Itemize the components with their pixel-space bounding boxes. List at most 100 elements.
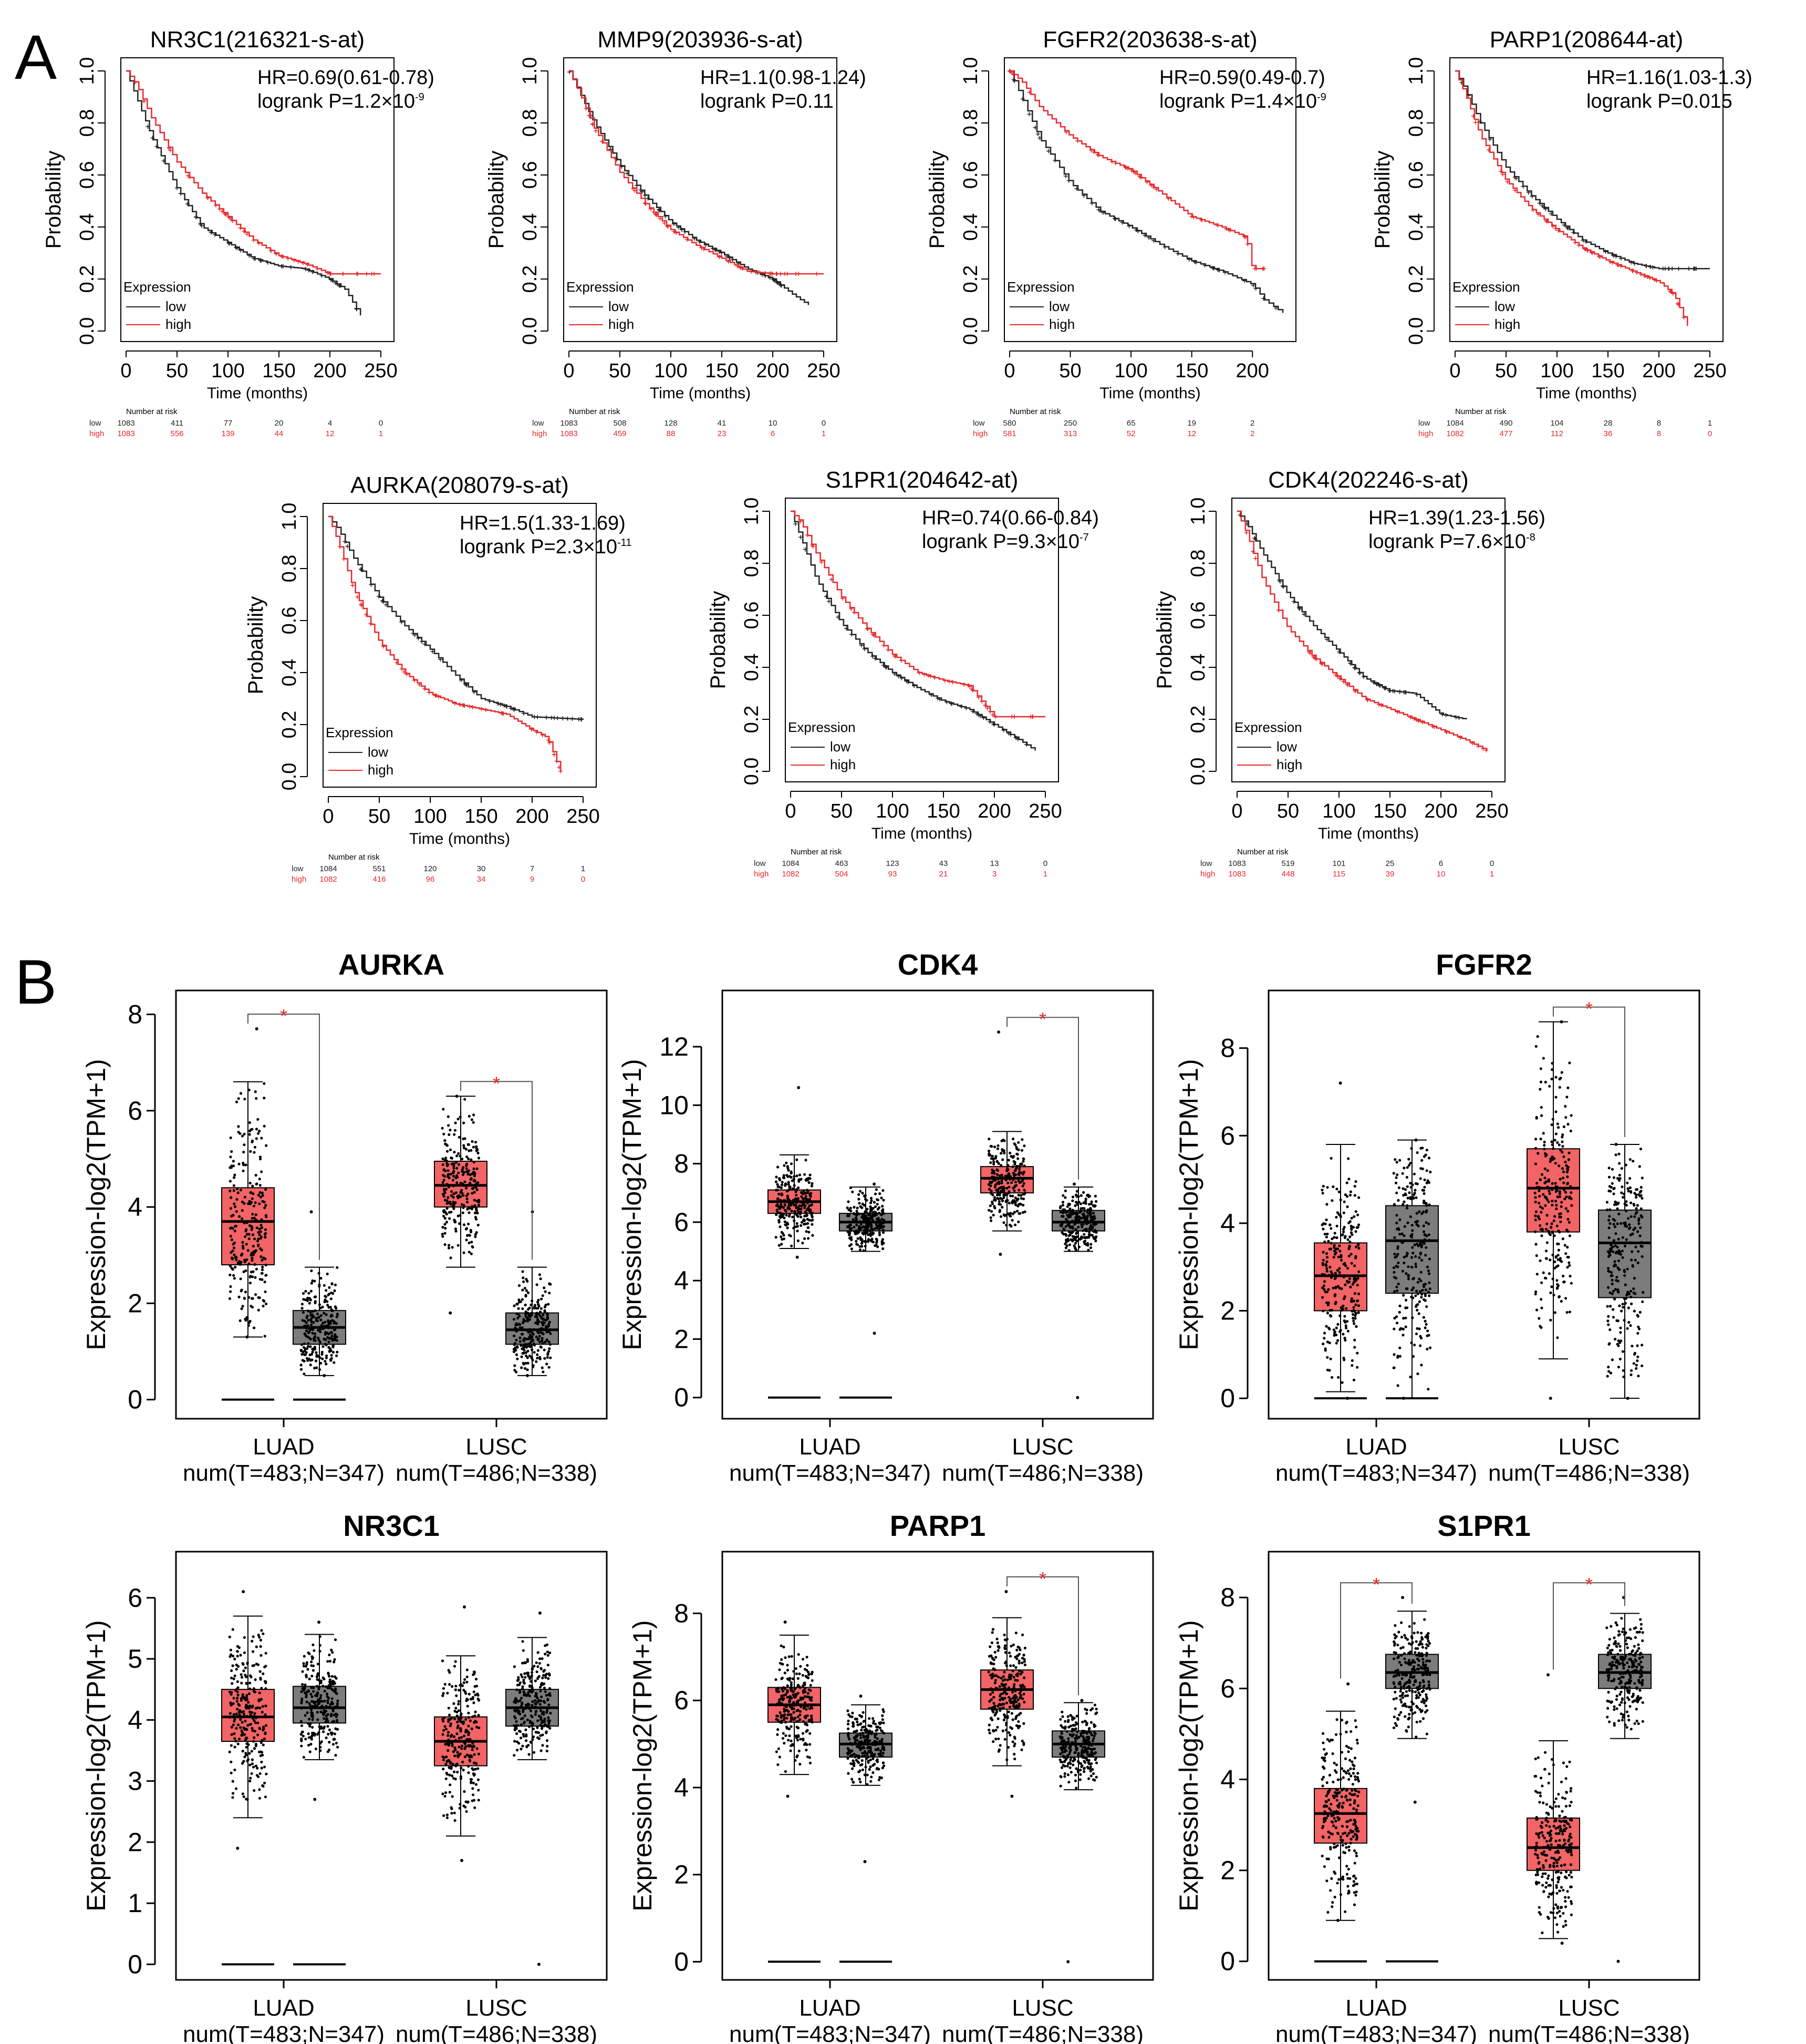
box-point [1559,1220,1562,1223]
box-point [1614,1153,1617,1157]
km-censor-mark [380,598,385,603]
box-point [524,1361,527,1365]
box-point [306,1668,309,1671]
box-point [1020,1149,1024,1152]
km-pvalue: logrank P=2.3×10-11 [460,536,631,558]
box-point [1407,1265,1410,1268]
box-point [858,1248,862,1252]
box-point [1545,1250,1548,1253]
box-point [777,1244,781,1247]
box-point [319,1746,322,1749]
box-point [1063,1229,1066,1232]
box-point [1617,1201,1620,1205]
box-point [250,1228,253,1231]
box-point [453,1129,457,1132]
box-point [245,1243,248,1246]
box-point [251,1729,254,1732]
box-point [1404,1316,1407,1319]
box-point [1425,1209,1428,1212]
box-point [877,1225,880,1228]
box-point [229,1712,232,1715]
km-censor-mark [886,647,890,652]
box-point [1627,1320,1631,1324]
km-censor-mark [964,706,969,710]
box-point [336,1713,339,1716]
box-point [250,1252,253,1255]
box-point [245,1798,248,1801]
box-y-label: Expression-log2(TPM+1) [1174,1059,1203,1350]
box-point [452,1192,455,1195]
km-censor-mark [1001,728,1006,732]
km-risk-value: 1 [822,429,826,438]
km-y-tick-label: 0.2 [741,706,763,734]
box-point [461,1173,465,1176]
box-point [252,1204,255,1207]
box-point [239,1092,243,1095]
box-point [235,1712,238,1716]
box-point [530,1357,533,1360]
box-point [253,1789,256,1792]
box-point [229,1227,232,1230]
box-point [229,1285,232,1288]
box-point [1322,1227,1325,1231]
box-point [1607,1323,1610,1326]
box-point [326,1336,329,1339]
box-point [1610,1271,1613,1274]
box-point [300,1303,304,1306]
box-point [247,1262,251,1265]
km-censor-mark [1576,243,1581,247]
box-point [547,1303,550,1306]
box-point [1073,1235,1076,1238]
box-point [1000,1139,1003,1142]
box-point [850,1238,853,1242]
box-point [532,1343,536,1346]
box-point [1011,1202,1014,1205]
box-point [1635,1188,1638,1191]
box-point [1410,1256,1414,1259]
box-point [1410,1224,1414,1227]
box-point [1023,1189,1026,1192]
box-point [513,1304,516,1307]
km-risk-value: 3 [992,870,997,879]
box-point [471,1799,474,1802]
box-point [1340,1254,1343,1257]
box-point [1421,1288,1424,1292]
box-point [1614,1338,1617,1341]
box-point [1409,1186,1413,1189]
box-point [258,1184,262,1187]
box-point [443,1159,447,1162]
box-point [847,1209,850,1212]
box-sig-bracket [1553,1006,1625,1137]
box-point [1083,1242,1086,1245]
box-point [543,1310,546,1314]
box-point [1395,1191,1398,1194]
box-point [324,1343,327,1346]
box-point [1343,1297,1346,1300]
box-point [1336,1269,1339,1272]
km-censor-mark [1353,666,1357,670]
box-point [1544,1204,1547,1207]
km-censor-mark [1618,256,1623,261]
box-point [1534,1201,1537,1204]
box-point [1553,1234,1556,1237]
box-point [793,1210,796,1213]
box-point [1354,1245,1358,1248]
box-category-label: LUSC [1558,1434,1620,1460]
km-censor-mark [546,738,551,742]
km-censor-mark [303,267,308,272]
box-point [238,1713,241,1717]
box-outlier-point [795,1255,799,1259]
box-point [1402,1294,1405,1297]
box-point [232,1246,236,1250]
box-point [263,1335,266,1338]
box-point [238,1319,242,1323]
km-censor-mark [364,272,369,276]
box-point [251,1758,254,1761]
km-plot-2: FGFR2(203638-s-at)HR=0.59(0.49-0.7)logra… [926,27,1326,438]
box-point [317,1316,320,1319]
box-point [865,1217,868,1220]
km-x-tick-label: 50 [166,360,188,382]
box-point [855,1223,858,1226]
km-risk-value: 123 [886,859,899,868]
km-censor-mark [340,272,345,276]
